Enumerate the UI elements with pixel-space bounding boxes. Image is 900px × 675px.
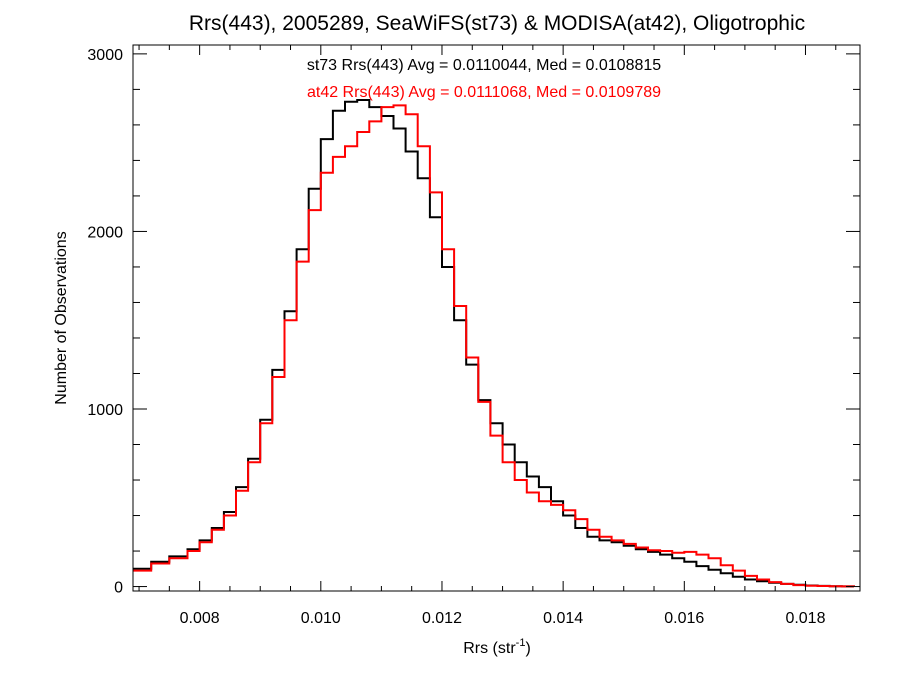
x-tick-label: 0.014 <box>543 610 583 627</box>
x-axis-label-close: ) <box>525 640 530 657</box>
y-tick-label: 1000 <box>87 402 123 419</box>
x-tick-label: 0.008 <box>180 610 220 627</box>
series-line-1 <box>133 104 855 588</box>
y-axis-label: Number of Observations <box>53 231 70 404</box>
x-axis-label: Rrs (str-1) <box>463 637 531 657</box>
series-line-0 <box>133 99 855 588</box>
x-tick-label: 0.018 <box>785 610 825 627</box>
x-tick-label: 0.012 <box>422 610 462 627</box>
axis-layer: 0.008 0.010 0.012 0.014 0.016 0.018 0 1000 2000 3… <box>87 45 860 627</box>
annotation-at42: at42 Rrs(443) Avg = 0.0111068, Med = 0.0… <box>307 84 661 101</box>
x-axis-label-exponent: -1 <box>516 637 526 649</box>
y-tick-label: 3000 <box>87 47 123 64</box>
y-tick-label: 2000 <box>87 224 123 241</box>
y-tick-label: 0 <box>114 580 123 597</box>
x-tick-label: 0.016 <box>664 610 704 627</box>
chart-title: Rrs(443), 2005289, SeaWiFS(st73) & MODIS… <box>189 12 805 35</box>
x-tick-label: 0.010 <box>301 610 341 627</box>
series-layer <box>133 99 855 588</box>
x-axis-label-main: Rrs (str <box>463 640 516 657</box>
plot-frame <box>132 44 861 592</box>
annotation-st73: st73 Rrs(443) Avg = 0.0110044, Med = 0.0… <box>307 57 661 74</box>
